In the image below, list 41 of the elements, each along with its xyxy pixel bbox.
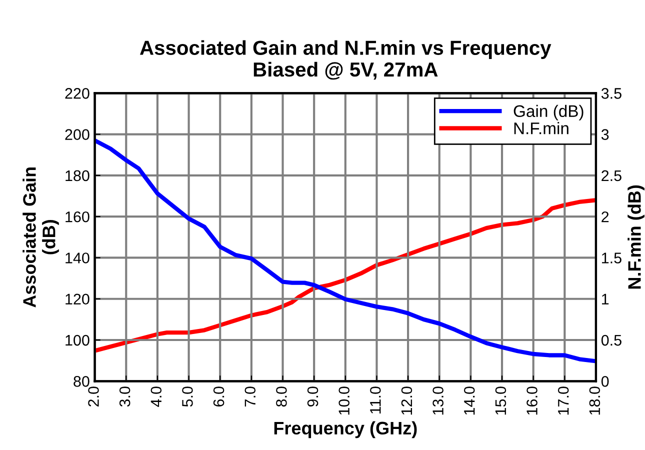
- y-tick-label: 100: [66, 334, 90, 346]
- x-tick-label: 3.0: [119, 386, 130, 407]
- y-tick-label: 140: [66, 252, 90, 264]
- x-tick-label: 7.0: [244, 386, 256, 406]
- y2-tick-label: 2: [602, 211, 609, 222]
- y-axis-title: Associated Gain (dB): [22, 168, 59, 308]
- y-tick-label: 180: [66, 170, 90, 182]
- y2-tick-label: 3.5: [601, 88, 622, 99]
- y2-tick-label: 1: [602, 294, 609, 304]
- x-tick-label: 11.0: [370, 386, 381, 414]
- x-tick-label: 15.0: [495, 386, 506, 415]
- y2-tick-label: 3: [601, 129, 609, 140]
- y-tick-label: 80: [74, 376, 90, 387]
- x-tick-label: 14.0: [464, 386, 475, 415]
- x-tick-label: 5.0: [182, 386, 193, 407]
- x-tick-label: 9.0: [307, 386, 318, 407]
- line-series: [94, 138, 596, 364]
- x-tick-label: 2.0: [88, 386, 99, 406]
- y2-axis-title: N.F.min (dB): [628, 185, 644, 289]
- x-tick-label: 18.0: [589, 386, 600, 415]
- legend-label: Gain (dB): [514, 104, 584, 120]
- x-tick-label: 16.0: [526, 386, 538, 415]
- x-tick-label: 4.0: [150, 386, 162, 407]
- y2-tick-label: 0.5: [601, 334, 622, 346]
- y2-tick-label: 2.5: [602, 170, 622, 182]
- y2-tick-label: 1.5: [602, 252, 622, 264]
- y2-tick-label: 0: [601, 376, 609, 387]
- x-tick-label: 10.0: [338, 386, 350, 415]
- y-tick-label: 160: [66, 211, 90, 222]
- y-tick-label: 220: [65, 88, 90, 99]
- x-tick-label: 6.0: [213, 386, 224, 406]
- x-tick-label: 8.0: [276, 386, 287, 407]
- x-tick-label: 17.0: [558, 386, 569, 415]
- y-tick-label: 200: [65, 129, 90, 140]
- x-tick-label: 12.0: [401, 386, 412, 415]
- y-tick-label: 120: [66, 294, 90, 305]
- x-tick-label: 13.0: [432, 386, 444, 415]
- chart-title: Associated Gain and N.F.min vs Frequency Biased @ 5V, 27mA: [140, 40, 552, 80]
- line-series: [94, 198, 596, 353]
- legend-label: N.F.min: [514, 122, 568, 134]
- x-axis-title: Frequency (GHz): [274, 421, 417, 438]
